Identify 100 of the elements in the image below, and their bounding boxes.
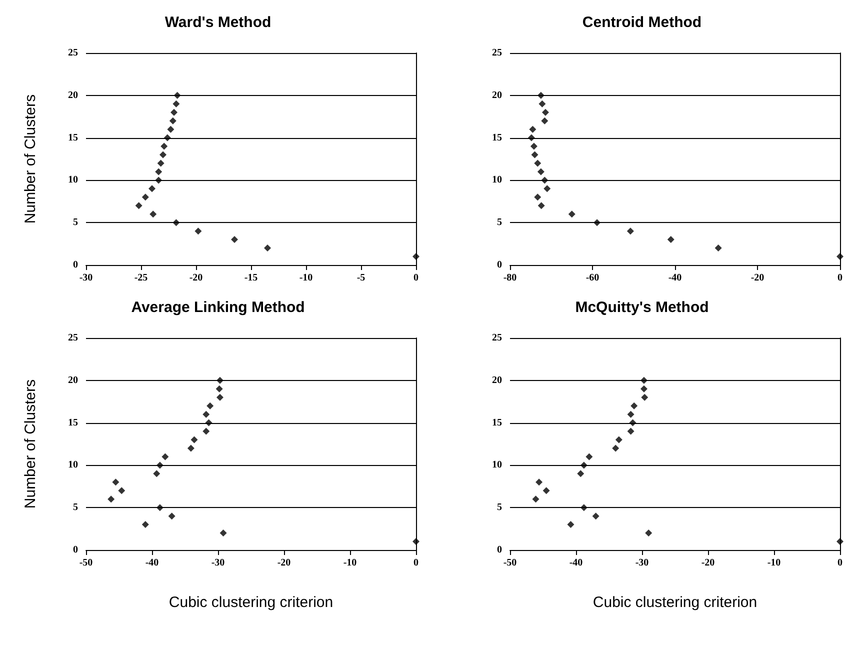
- x-tick-label: -20: [701, 558, 715, 568]
- x-tick-label: -30: [635, 558, 649, 568]
- point: [542, 108, 549, 116]
- point: [629, 419, 636, 426]
- y-tick-label: 15: [492, 132, 502, 144]
- point: [150, 210, 157, 218]
- y-tick-label: 25: [68, 48, 78, 58]
- x-tick-label: 0: [838, 558, 842, 568]
- x-tick-label: -50: [503, 558, 517, 568]
- x-tick-label: -50: [79, 558, 93, 568]
- point: [216, 376, 224, 384]
- point: [162, 453, 169, 460]
- chart-title: Average Linking Method: [131, 299, 305, 316]
- point: [537, 92, 544, 99]
- point: [153, 470, 160, 478]
- point: [135, 202, 142, 210]
- point: [542, 487, 550, 494]
- point: [160, 151, 166, 158]
- point: [594, 219, 601, 226]
- point: [142, 521, 149, 528]
- point: [148, 185, 156, 192]
- point: [567, 521, 574, 528]
- x-tick-label: 0: [414, 272, 418, 284]
- y-tick-label: 0: [497, 260, 502, 270]
- point: [220, 530, 227, 537]
- point: [532, 496, 540, 503]
- point: [206, 402, 214, 410]
- point: [172, 219, 180, 226]
- point: [164, 134, 171, 142]
- point: [577, 470, 584, 478]
- point: [630, 402, 638, 410]
- x-tick-label: 0: [414, 558, 418, 568]
- point: [155, 168, 162, 176]
- x-tick-label: -30: [211, 558, 225, 568]
- point: [157, 160, 164, 167]
- y-tick-label: 5: [73, 217, 78, 228]
- y-tick-label: 20: [68, 374, 78, 386]
- point: [169, 117, 176, 124]
- point: [640, 376, 648, 384]
- point: [640, 385, 648, 392]
- y-tick-label: 0: [497, 544, 502, 556]
- point: [530, 142, 538, 150]
- y-tick-label: 20: [68, 90, 78, 101]
- point: [534, 194, 542, 201]
- y-tick-label: 10: [492, 460, 502, 471]
- chart-title: Centroid Method: [582, 14, 702, 31]
- point: [412, 253, 420, 260]
- point: [528, 134, 535, 142]
- point: [667, 236, 674, 244]
- point: [216, 385, 223, 392]
- x-tick-label: -10: [299, 272, 313, 284]
- y-tick-label: 15: [492, 417, 502, 428]
- point: [412, 538, 420, 546]
- point: [187, 444, 194, 452]
- point: [541, 117, 548, 124]
- point: [580, 504, 588, 512]
- point: [592, 512, 600, 520]
- point: [541, 176, 548, 184]
- point: [172, 100, 180, 108]
- y-tick-label: 0: [73, 544, 78, 556]
- point: [160, 142, 168, 150]
- y-tick-label: 20: [492, 374, 502, 386]
- x-axis-title: Cubic clustering criterion: [168, 594, 334, 611]
- point: [586, 453, 593, 460]
- x-tick-label: -60: [586, 272, 600, 284]
- point: [529, 126, 536, 133]
- x-tick-label: -10: [343, 558, 357, 568]
- point: [612, 444, 620, 452]
- x-tick-label: -40: [569, 558, 583, 568]
- y-axis-title: Number of Clusters: [22, 94, 39, 224]
- point: [836, 538, 844, 546]
- point: [155, 176, 162, 184]
- point: [580, 462, 588, 469]
- y-tick-label: 5: [497, 217, 502, 228]
- point: [534, 160, 542, 167]
- point: [205, 419, 212, 426]
- x-tick-label: -25: [134, 272, 148, 284]
- point: [568, 210, 576, 218]
- x-tick-label: -20: [189, 272, 203, 284]
- point: [167, 126, 174, 133]
- x-tick-label: -15: [244, 272, 258, 284]
- point: [118, 487, 126, 494]
- point: [641, 394, 648, 401]
- point: [536, 478, 543, 486]
- y-tick-label: 25: [68, 332, 78, 344]
- x-tick-label: -40: [668, 272, 682, 284]
- point: [615, 436, 622, 444]
- point: [836, 253, 844, 260]
- point: [231, 236, 238, 244]
- point: [156, 462, 164, 469]
- y-tick-label: 5: [73, 502, 78, 514]
- point: [627, 428, 634, 435]
- y-axis-title: Number of Clusters: [22, 379, 39, 509]
- y-tick-label: 10: [68, 174, 78, 186]
- x-tick-label: -10: [767, 558, 781, 568]
- x-tick-label: 0: [838, 272, 842, 284]
- point: [544, 185, 551, 192]
- point: [108, 496, 115, 503]
- point: [216, 394, 224, 401]
- point: [194, 228, 202, 235]
